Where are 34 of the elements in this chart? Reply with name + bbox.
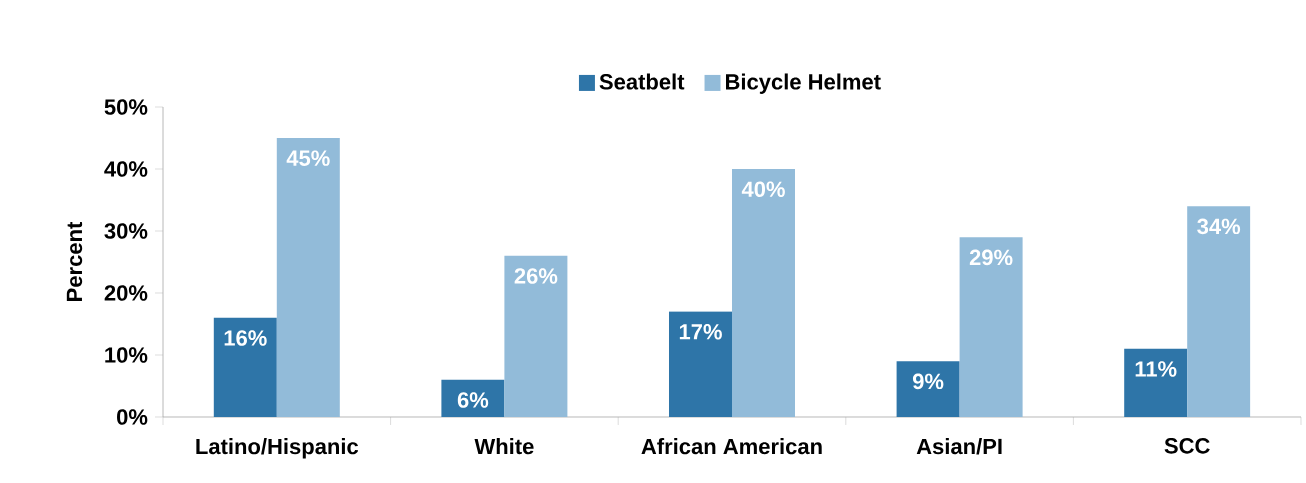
y-tick-label: 20% — [104, 285, 148, 301]
y-tick-label: 10% — [105, 347, 148, 363]
bar — [504, 255, 568, 417]
legend-label: Seatbelt — [599, 73, 685, 90]
data-label: 11% — [1135, 361, 1177, 377]
bar — [213, 317, 277, 417]
data-label: 9% — [912, 373, 944, 390]
y-tick-label: 40% — [104, 161, 148, 177]
data-label: 16% — [224, 330, 267, 346]
bar — [1124, 348, 1188, 417]
data-label: 17% — [679, 324, 722, 340]
x-tick-label: Asian/PI — [916, 438, 1002, 455]
y-axis-title: Percent — [66, 221, 83, 301]
x-tick-label: White — [474, 438, 534, 455]
bar — [1187, 206, 1251, 417]
legend-label: Bicycle Helmet — [726, 73, 881, 94]
data-label: 6% — [457, 392, 489, 408]
bar — [441, 379, 505, 417]
x-tick-label: African American — [641, 438, 822, 455]
y-tick-label: 30% — [104, 223, 148, 239]
data-label: 26% — [514, 268, 558, 284]
x-tick-label: Latino/Hispanic — [196, 438, 359, 459]
bar — [276, 138, 340, 417]
bar — [896, 361, 960, 417]
y-tick-label: 0% — [117, 409, 148, 425]
data-label: 40% — [741, 181, 785, 197]
data-label: 45% — [286, 150, 330, 166]
x-tick-label: SCC — [1164, 438, 1210, 454]
y-tick-label: 50% — [104, 99, 148, 115]
bar — [732, 169, 795, 417]
bar — [959, 237, 1023, 417]
data-label: 29% — [969, 249, 1013, 266]
bar — [669, 311, 732, 417]
data-label: 34% — [1197, 218, 1241, 235]
